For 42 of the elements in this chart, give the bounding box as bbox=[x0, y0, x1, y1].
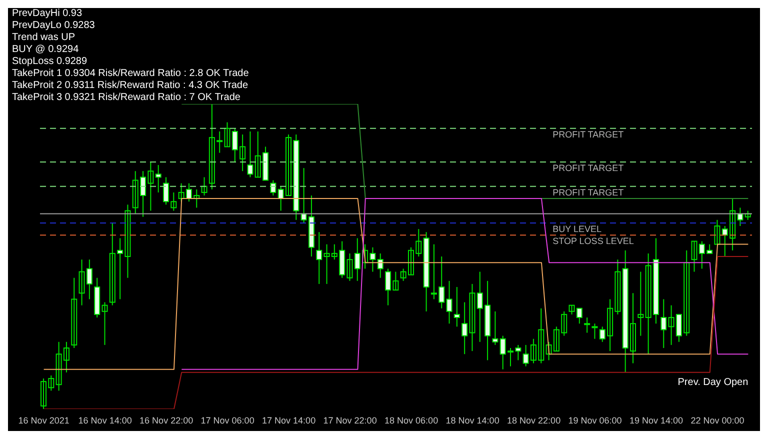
x-tick-label: 18 Nov 06:00 bbox=[384, 415, 438, 426]
candlestick bbox=[744, 210, 751, 220]
text: BUY @ 0.9294 bbox=[12, 44, 80, 56]
ref-line-label: STOP LOSS LEVEL bbox=[552, 236, 634, 246]
candlestick bbox=[316, 232, 322, 284]
x-tick-label: 19 Nov 06:00 bbox=[568, 415, 622, 426]
x-tick-label: 22 Nov 00:00 bbox=[690, 415, 744, 426]
candlestick bbox=[714, 219, 720, 245]
text: TakeProit 2 0.9311 Risk/Reward Ratio : 4.3 OK Trade bbox=[12, 80, 249, 92]
text: Prev. Day Open bbox=[678, 377, 748, 388]
candlestick bbox=[377, 252, 384, 278]
ref-line-label: PROFIT TARGET bbox=[552, 187, 624, 198]
candlestick bbox=[638, 271, 644, 336]
text: TakeProit 3 0.9321 Risk/Reward Ratio : 7 OK Trade bbox=[12, 92, 242, 104]
x-tick-label: 18 Nov 14:00 bbox=[446, 415, 500, 426]
x-tick-label: 17 Nov 06:00 bbox=[200, 415, 254, 426]
x-tick-label: 18 Nov 22:00 bbox=[507, 415, 561, 426]
candlestick bbox=[446, 280, 452, 324]
x-tick-label: 17 Nov 22:00 bbox=[323, 415, 377, 426]
x-tick-label: 16 Nov 2021 bbox=[18, 415, 70, 426]
candlestick bbox=[492, 310, 498, 346]
candlestick bbox=[592, 323, 598, 340]
x-tick-label: 16 Nov 22:00 bbox=[140, 415, 194, 426]
text: PrevDayHi 0.93 bbox=[12, 8, 84, 20]
candlestick bbox=[247, 130, 254, 178]
x-tick-label: 16 Nov 14:00 bbox=[78, 415, 132, 426]
text: TakeProit 1 0.9304 Risk/Reward Ratio : 2.8 OK Trade bbox=[12, 68, 249, 80]
x-tick-label: 17 Nov 14:00 bbox=[262, 415, 316, 426]
candlestick bbox=[454, 286, 460, 328]
candlestick bbox=[270, 180, 276, 196]
ref-line-label: PROFIT TARGET bbox=[552, 129, 624, 140]
text: PrevDayLo 0.9283 bbox=[12, 20, 96, 32]
ref-line-label: BUY LEVEL bbox=[552, 224, 602, 234]
ref-line-label: PROFIT TARGET bbox=[552, 162, 624, 173]
candlestick bbox=[584, 317, 590, 334]
candlestick bbox=[201, 176, 208, 196]
x-tick-label: 19 Nov 14:00 bbox=[630, 415, 684, 426]
candlestick bbox=[71, 277, 78, 348]
text: StopLoss 0.9289 bbox=[12, 56, 88, 68]
candlestick bbox=[155, 164, 162, 193]
text: Trend was UP bbox=[12, 32, 76, 44]
candlestick bbox=[660, 298, 667, 348]
